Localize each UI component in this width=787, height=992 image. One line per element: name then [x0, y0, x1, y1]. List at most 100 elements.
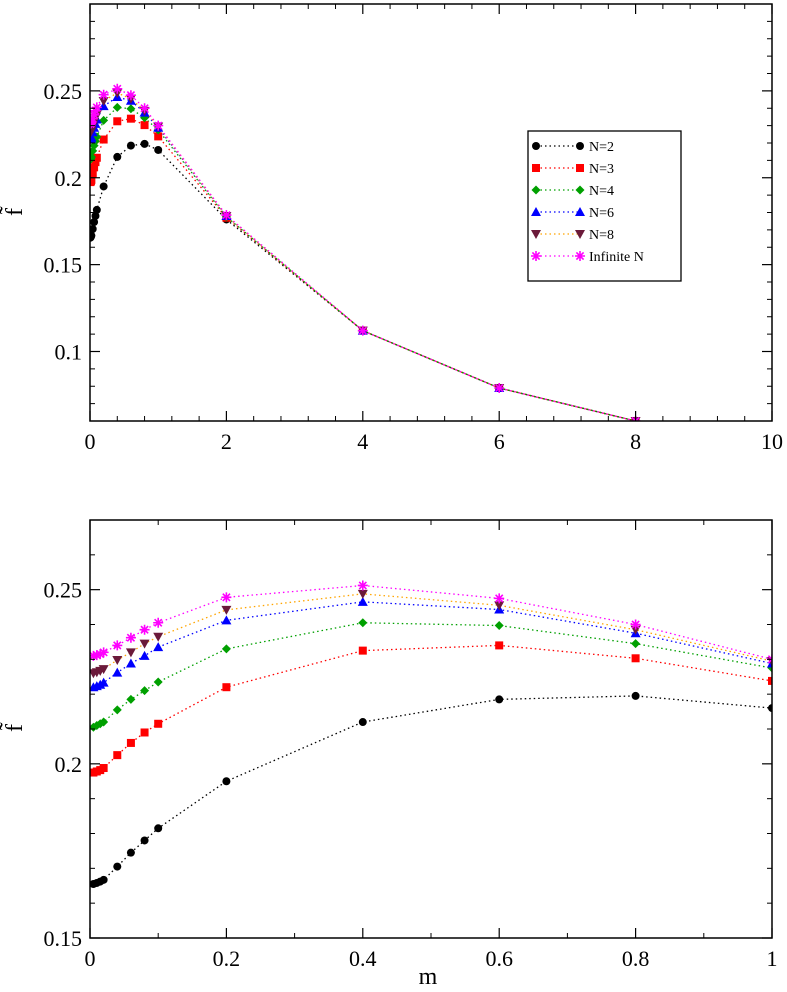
- legend-label: N=8: [589, 228, 614, 243]
- data-point-n-2: [92, 205, 101, 214]
- data-point-n-4: [140, 686, 150, 696]
- legend-label: N=6: [589, 206, 614, 221]
- series-line-n-3: [93, 644, 772, 774]
- data-point-n-3: [126, 738, 135, 747]
- x-tick-label: 1: [767, 946, 778, 971]
- data-point-infinite-n: [90, 117, 97, 128]
- data-point-n-2: [113, 862, 122, 871]
- x-tick-label: 0.8: [622, 946, 650, 971]
- data-point-n-3: [90, 175, 96, 184]
- series-line-n-4: [93, 622, 772, 728]
- x-tick-label: 0: [85, 429, 96, 454]
- x-tick-label: 0.4: [349, 946, 377, 971]
- legend-label: N=3: [589, 162, 614, 177]
- data-point-n-3: [91, 158, 100, 167]
- data-point-n-2: [154, 824, 163, 833]
- data-point-n-8: [98, 96, 109, 106]
- data-point-n-3: [126, 114, 135, 123]
- data-point-n-2: [358, 718, 367, 727]
- data-point-infinite-n: [90, 113, 98, 124]
- data-point-n-2: [140, 836, 149, 845]
- x-tick-label: 2: [221, 429, 232, 454]
- y-tick-label: 0.2: [55, 166, 83, 191]
- data-point-n-6: [125, 658, 136, 668]
- x-tick-label: 10: [761, 429, 783, 454]
- legend-entry-n-4: N=4: [531, 184, 614, 199]
- legend-marker: [532, 142, 540, 150]
- data-point-infinite-n: [221, 592, 232, 603]
- legend-marker: [531, 251, 541, 261]
- series-n-2: [90, 691, 772, 889]
- data-point-n-3: [92, 153, 101, 162]
- data-point-n-2: [90, 231, 96, 240]
- data-point-infinite-n: [630, 619, 641, 630]
- data-point-n-6: [139, 650, 150, 660]
- data-point-infinite-n: [125, 90, 136, 101]
- data-point-n-3: [140, 728, 149, 737]
- data-point-n-2: [495, 695, 504, 704]
- series-n-3: [90, 641, 772, 777]
- legend: N=2 N=3 N=4 N=6 N=8 Infinite N: [527, 130, 682, 282]
- legend-marker: [531, 207, 541, 216]
- data-point-infinite-n: [153, 617, 164, 628]
- legend-marker: [575, 185, 585, 195]
- data-point-n-4: [90, 146, 98, 156]
- data-point-n-2: [140, 139, 149, 148]
- legend-label: Infinite N: [589, 250, 644, 265]
- y-tick-label: 0.1: [55, 340, 83, 365]
- data-point-n-2: [154, 145, 163, 154]
- x-tick-label: 8: [630, 429, 641, 454]
- data-point-n-4: [494, 621, 504, 631]
- data-point-n-3: [358, 646, 367, 655]
- data-point-n-8: [98, 665, 109, 675]
- x-tick-label: 6: [494, 429, 505, 454]
- data-point-infinite-n: [90, 109, 100, 120]
- data-point-infinite-n: [221, 210, 232, 221]
- data-point-infinite-n: [494, 593, 505, 604]
- data-point-infinite-n: [125, 632, 136, 643]
- y-axis-label: f̃: [0, 206, 28, 216]
- data-point-infinite-n: [91, 650, 102, 661]
- x-tick-label: 0.6: [485, 946, 513, 971]
- series-line-n-3: [90, 117, 636, 421]
- legend-box: [527, 130, 682, 282]
- data-point-n-4: [221, 644, 231, 654]
- data-point-n-4: [99, 115, 109, 125]
- legend-entry-n-8: N=8: [531, 228, 614, 243]
- legend-marker: [532, 164, 540, 172]
- legend-entry-n-2: N=2: [532, 140, 614, 155]
- legend-label: N=4: [589, 184, 614, 199]
- data-point-n-4: [126, 694, 136, 704]
- data-point-n-2: [90, 218, 99, 227]
- data-point-infinite-n: [112, 640, 123, 651]
- data-point-n-8: [112, 656, 123, 666]
- y-tick-label: 0.15: [44, 253, 83, 278]
- plot-frame: [89, 519, 773, 939]
- legend-label: N=2: [589, 140, 614, 155]
- legend-marker: [575, 207, 585, 216]
- y-tick-label: 0.2: [55, 752, 83, 777]
- legend-marker: [576, 164, 584, 172]
- legend-entry-n-6: N=6: [531, 206, 614, 221]
- data-point-n-6: [221, 615, 232, 625]
- data-point-infinite-n: [98, 647, 109, 658]
- data-point-infinite-n: [139, 624, 150, 635]
- series-line-n-2: [90, 143, 636, 421]
- series-infinite-n: [90, 580, 772, 665]
- series-n-4: [90, 618, 772, 732]
- y-axis-label: f̃: [0, 722, 28, 732]
- legend-marker: [531, 185, 541, 195]
- data-point-n-3: [99, 135, 108, 144]
- bottom-panel: 0 0.2 0.4 0.6 0.8 1 0.15 0.2 0.25 f̃ m: [0, 519, 778, 990]
- data-point-n-4: [90, 152, 96, 162]
- data-point-n-4: [126, 104, 136, 114]
- data-point-n-4: [153, 677, 163, 687]
- plot-area: [90, 83, 641, 421]
- data-point-n-2: [768, 704, 772, 713]
- data-point-infinite-n: [153, 120, 164, 131]
- data-point-infinite-n: [98, 89, 109, 100]
- data-point-n-3: [140, 121, 149, 130]
- data-point-n-3: [631, 654, 640, 663]
- data-point-n-8: [125, 648, 136, 658]
